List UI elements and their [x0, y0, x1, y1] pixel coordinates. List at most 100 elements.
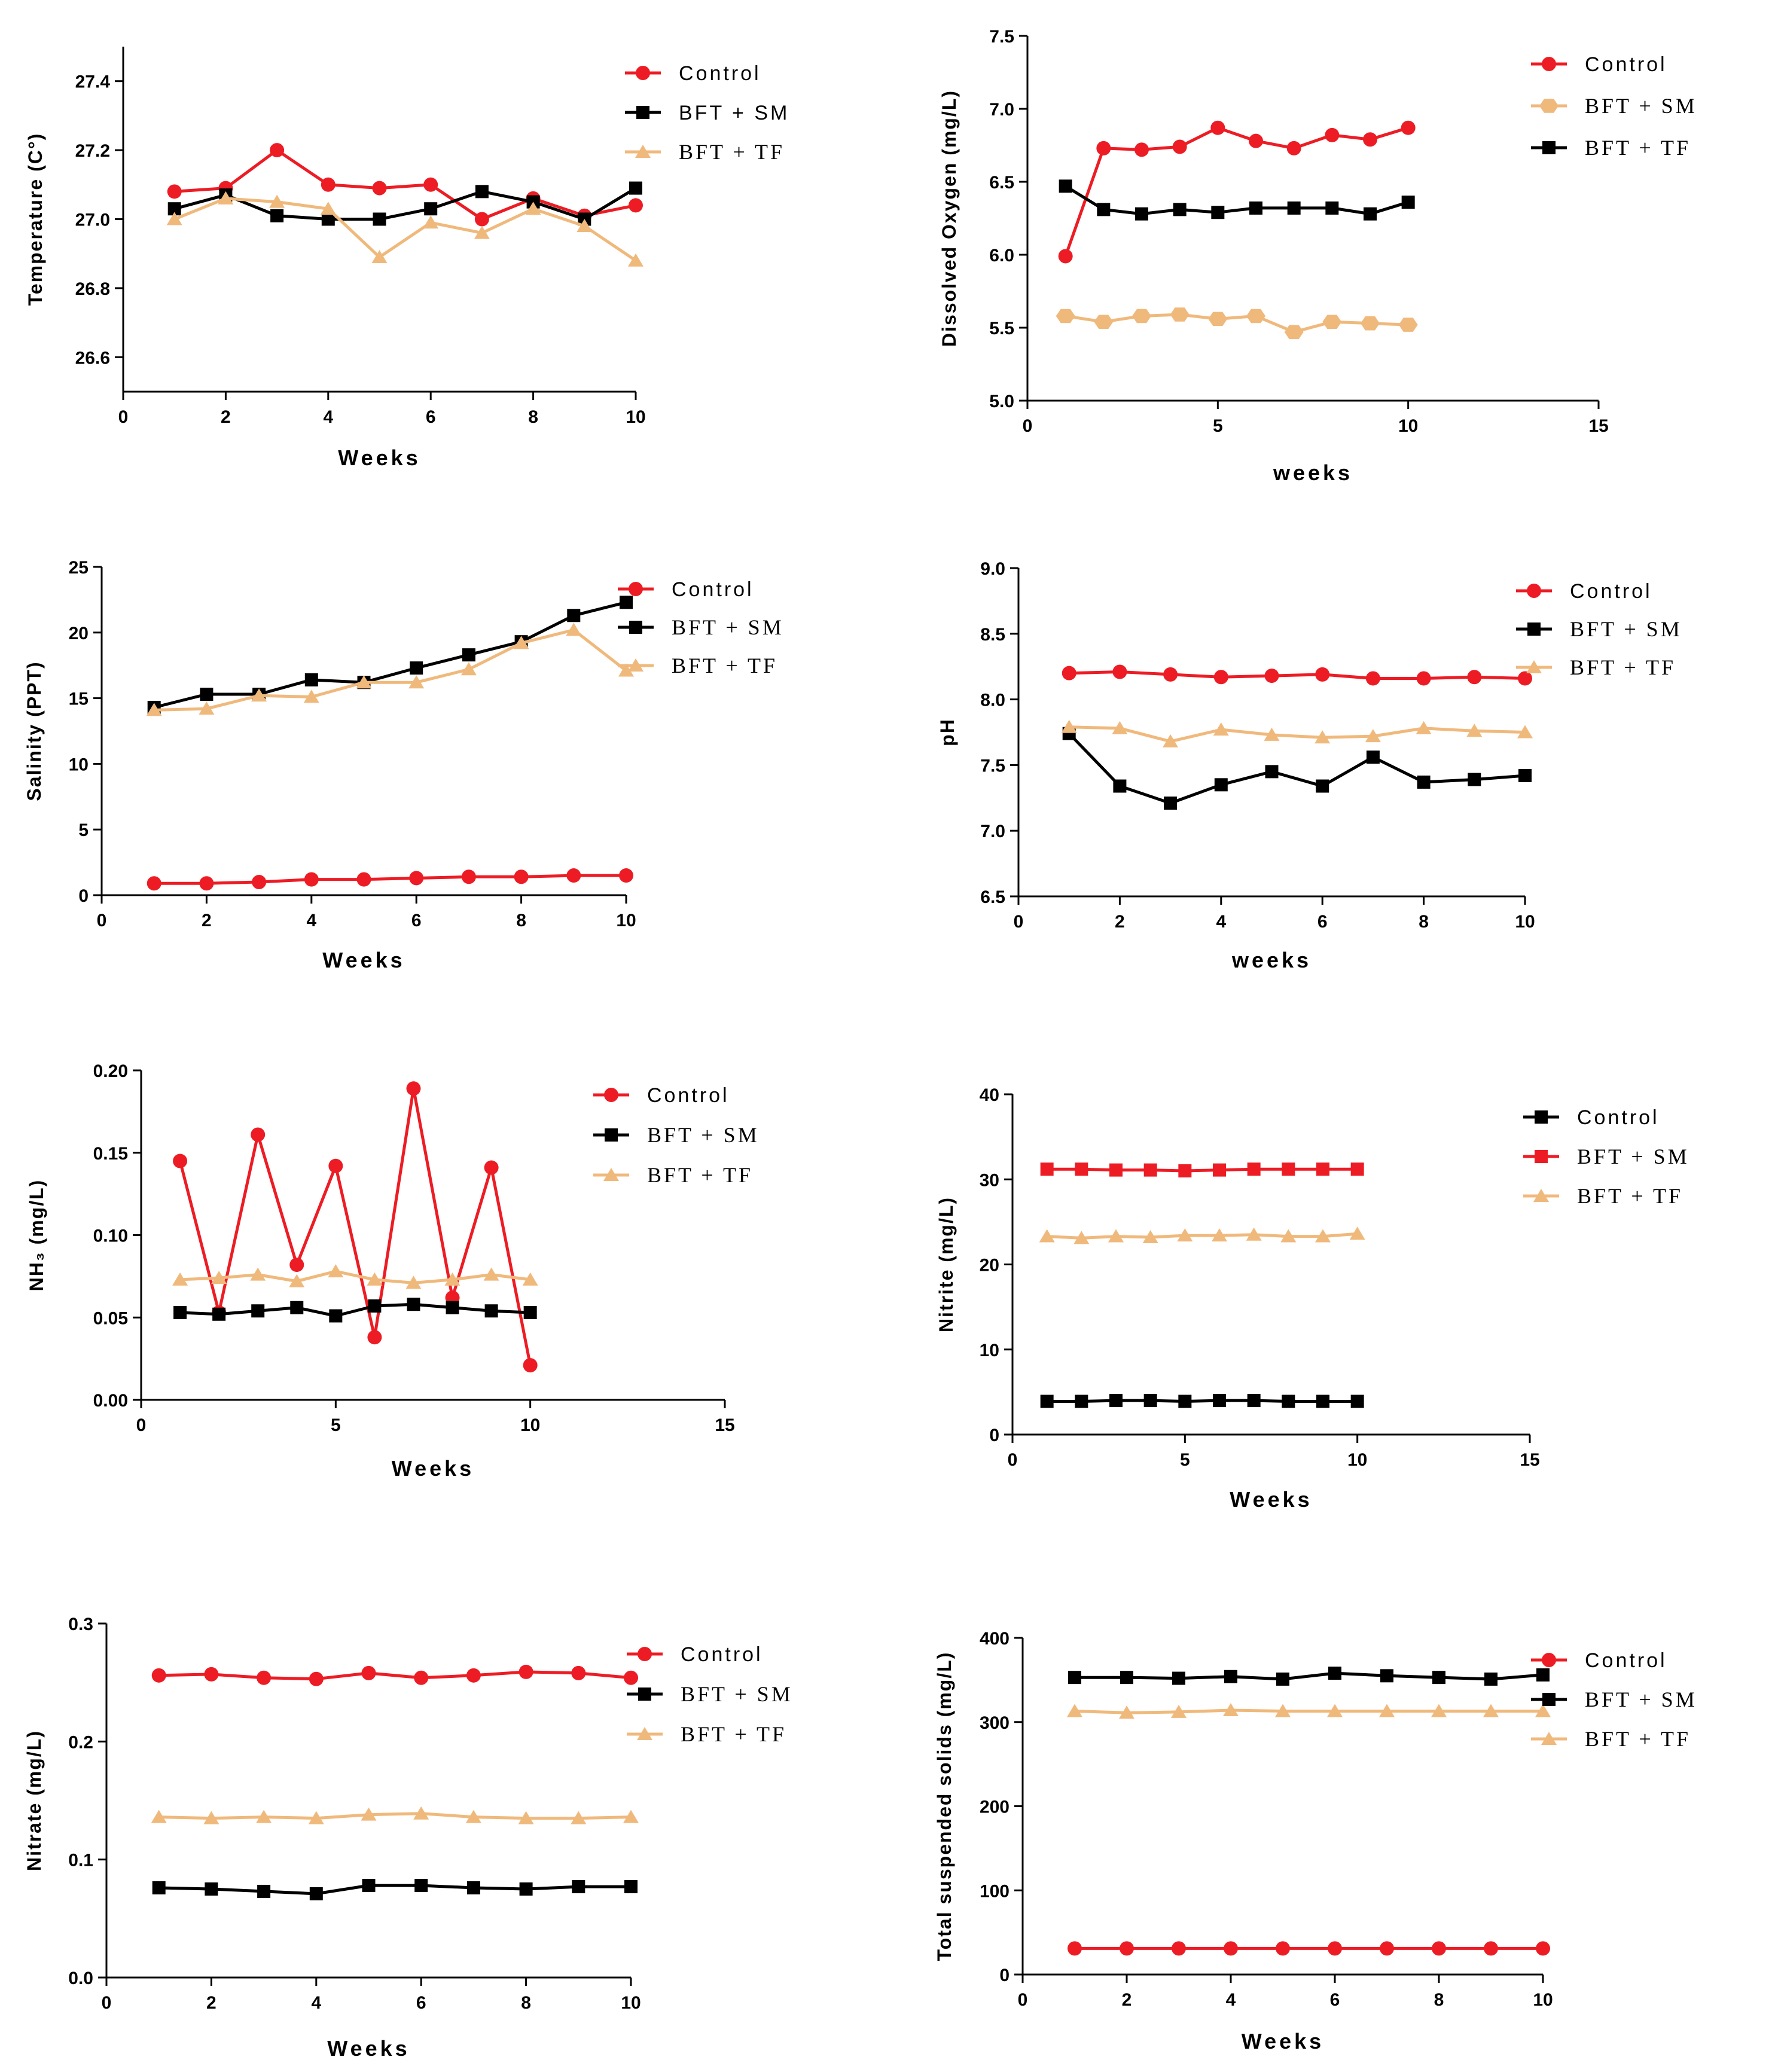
data-point — [1316, 779, 1329, 793]
data-point — [1264, 727, 1280, 741]
data-point — [1484, 1941, 1498, 1956]
y-tick-label: 7.5 — [989, 27, 1014, 47]
data-point — [1096, 141, 1111, 155]
y-tick-label: 30 — [980, 1170, 999, 1190]
data-point — [167, 184, 182, 199]
y-tick-label: 6.5 — [989, 173, 1014, 193]
legend-label: BFT + SM — [681, 1682, 793, 1706]
x-tick-label: 2 — [221, 407, 231, 427]
y-tick-label: 40 — [980, 1085, 999, 1105]
data-point — [1059, 179, 1072, 193]
x-tick-label: 10 — [1515, 912, 1535, 932]
data-point — [270, 143, 285, 158]
y-tick-label: 8.5 — [980, 625, 1005, 645]
y-tick-label: 26.6 — [75, 348, 110, 368]
x-tick-label: 15 — [1588, 416, 1608, 436]
series-line-0 — [1064, 126, 1409, 257]
y-tick-label: 7.0 — [980, 822, 1005, 841]
data-point — [1287, 201, 1301, 215]
data-point — [1164, 797, 1178, 810]
y-tick-label: 26.8 — [75, 279, 110, 299]
data-point — [1143, 1394, 1157, 1408]
data-point — [446, 1301, 459, 1314]
data-point — [1249, 133, 1263, 148]
data-point — [1484, 1672, 1498, 1686]
data-point — [1061, 719, 1077, 733]
data-point — [1068, 1941, 1082, 1956]
data-point — [423, 215, 439, 229]
data-point — [1109, 1394, 1123, 1408]
data-point — [1365, 729, 1381, 743]
x-tick-label: 0 — [1014, 912, 1024, 932]
series-line-2 — [173, 197, 637, 262]
y-axis-title: pH — [937, 718, 958, 746]
series-line-1 — [174, 187, 637, 221]
series-line-0 — [154, 874, 626, 885]
series-line-2 — [1047, 1232, 1358, 1240]
x-tick-label: 4 — [306, 911, 316, 930]
chart-nitrate: 0.0 0.1 0.2 0.3 0 2 4 6 8 10 Weeks Nitrate (mg/L) Co… — [23, 1615, 793, 2061]
legend-marker — [1527, 584, 1541, 598]
chart-ph: 6.5 7.0 7.5 8.0 8.5 9.0 0 2 4 6 8 10 weeks pH Control B… — [937, 559, 1680, 972]
data-point — [1282, 1394, 1295, 1408]
y-tick-label: 25 — [69, 558, 89, 578]
data-point — [1350, 1162, 1364, 1176]
legend-label: BFT + TF — [647, 1163, 753, 1187]
y-tick-label: 400 — [980, 1629, 1010, 1649]
data-point — [624, 1880, 638, 1894]
data-point — [203, 1811, 219, 1824]
data-point — [1350, 1394, 1364, 1408]
data-point — [413, 1806, 429, 1820]
data-point — [212, 1307, 226, 1321]
legend-marker — [1535, 1150, 1548, 1163]
data-point — [320, 202, 336, 215]
data-point — [1075, 1162, 1088, 1176]
x-tick-label: 0 — [1023, 416, 1033, 436]
data-point — [309, 1671, 324, 1686]
data-point — [1112, 664, 1127, 679]
x-tick-label: 5 — [1180, 1450, 1190, 1470]
legend-label: Control — [681, 1643, 763, 1666]
data-point — [328, 1158, 343, 1173]
series-line-0 — [1069, 670, 1526, 680]
y-tick-label: 0.1 — [68, 1851, 93, 1870]
data-point — [1280, 1229, 1297, 1243]
data-point — [619, 868, 633, 883]
legend-marker — [1526, 660, 1542, 673]
legend-label: BFT + TF — [672, 654, 777, 678]
x-tick-label: 0 — [118, 407, 129, 427]
legend-label: Control — [647, 1084, 730, 1107]
data-point — [519, 1882, 533, 1896]
data-point — [1163, 734, 1179, 747]
data-point — [1316, 1394, 1329, 1408]
data-point — [1223, 1703, 1239, 1717]
data-point — [1108, 1229, 1124, 1243]
series-line-1 — [1065, 185, 1409, 216]
x-tick-label: 10 — [1398, 416, 1418, 436]
y-tick-label: 200 — [980, 1798, 1010, 1817]
data-point — [1432, 1671, 1445, 1685]
data-point — [1097, 203, 1111, 216]
data-point — [1366, 750, 1380, 764]
data-point — [289, 1258, 304, 1273]
x-axis-title: Weeks — [392, 1456, 474, 1481]
data-point — [1284, 325, 1304, 340]
legend-marker — [1542, 57, 1556, 71]
data-point — [321, 212, 335, 226]
data-point — [523, 1358, 538, 1373]
legend-marker — [636, 106, 649, 119]
data-point — [1210, 120, 1225, 135]
data-point — [577, 219, 593, 233]
data-point — [414, 1670, 429, 1685]
x-tick-label: 4 — [323, 407, 333, 427]
data-point — [1328, 1667, 1341, 1680]
chart-temperature: 26.6 26.8 27.0 27.2 27.4 0 2 4 6 8 10 Weeks Temperat… — [25, 47, 787, 470]
data-point — [1535, 1704, 1551, 1717]
y-tick-label: 6.0 — [989, 246, 1014, 266]
data-point — [1265, 765, 1279, 779]
data-point — [256, 1809, 272, 1823]
data-point — [1316, 1162, 1329, 1176]
data-point — [484, 1160, 499, 1175]
data-point — [270, 209, 284, 222]
data-point — [1163, 667, 1178, 682]
